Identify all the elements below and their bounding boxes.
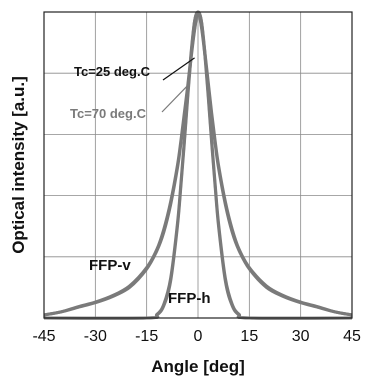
annotation-leader-tc70 <box>161 85 189 113</box>
x-tick-label: 15 <box>240 328 258 345</box>
annotation-tc70: Tc=70 deg.C <box>70 106 147 121</box>
x-axis-label: Angle [deg] <box>151 357 245 376</box>
x-tick-label: 45 <box>343 328 361 345</box>
annotation-tc25: Tc=25 deg.C <box>74 64 151 79</box>
x-tick-label: -45 <box>32 328 55 345</box>
x-tick-label: -30 <box>84 328 107 345</box>
x-tick-label: 0 <box>194 328 203 345</box>
x-tick-label: 30 <box>292 328 310 345</box>
annotation-ffp-v: FFP-v <box>89 257 131 274</box>
y-axis-label: Optical intensity [a.u.] <box>9 76 28 254</box>
grid-lines <box>44 12 352 318</box>
plot-frame <box>43 11 353 319</box>
x-tick-labels: -45 -30 -15 0 15 30 45 <box>32 328 361 345</box>
annotation-leader-tc25 <box>162 57 195 81</box>
x-tick-label: -15 <box>135 328 158 345</box>
annotation-ffp-h: FFP-h <box>168 290 211 307</box>
